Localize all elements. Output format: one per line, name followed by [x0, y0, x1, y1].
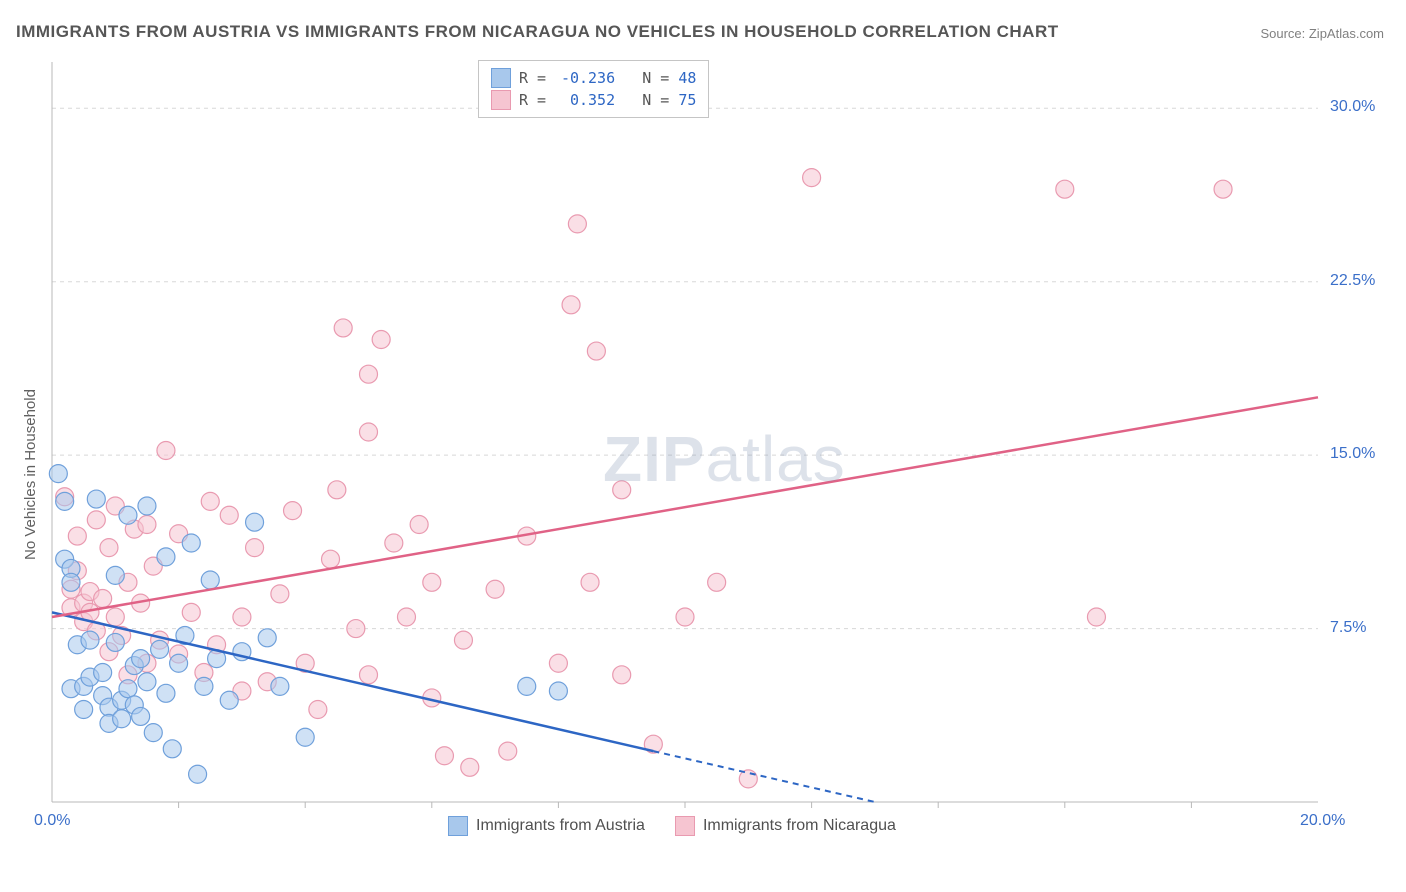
y-tick-label: 22.5% [1330, 272, 1375, 290]
swatch-icon [675, 816, 695, 836]
scatter-plot-svg [48, 62, 1388, 838]
legend-label: Immigrants from Austria [476, 817, 645, 835]
stats-row: R = 0.352 N = 75 [491, 89, 696, 111]
series-legend: Immigrants from Austria Immigrants from N… [448, 816, 896, 836]
y-tick-label: 7.5% [1330, 619, 1366, 637]
x-tick-label: 0.0% [34, 812, 70, 830]
source-attribution: Source: ZipAtlas.com [1260, 26, 1384, 41]
legend-label: Immigrants from Nicaragua [703, 817, 896, 835]
swatch-icon [448, 816, 468, 836]
legend-item: Immigrants from Nicaragua [675, 816, 896, 836]
swatch-icon [491, 68, 511, 88]
stats-row: R = -0.236 N = 48 [491, 67, 696, 89]
chart-plot-area: ZIPatlas R = -0.236 N = 48R = 0.352 N = … [48, 62, 1388, 838]
y-tick-label: 30.0% [1330, 98, 1375, 116]
swatch-icon [491, 90, 511, 110]
stats-legend: R = -0.236 N = 48R = 0.352 N = 75 [478, 60, 709, 118]
legend-item: Immigrants from Austria [448, 816, 645, 836]
y-tick-label: 15.0% [1330, 445, 1375, 463]
y-axis-label: No Vehicles in Household [22, 389, 39, 560]
chart-title: IMMIGRANTS FROM AUSTRIA VS IMMIGRANTS FR… [16, 22, 1059, 42]
x-tick-label: 20.0% [1300, 812, 1345, 830]
